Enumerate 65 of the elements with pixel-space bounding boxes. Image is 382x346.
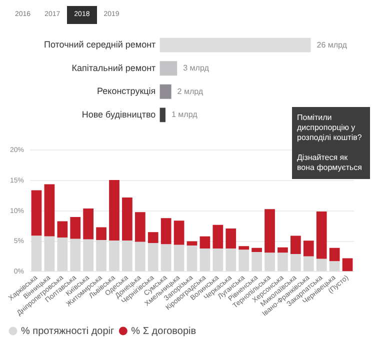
y-tick-label: Нове будівництво bbox=[82, 109, 156, 120]
bar bbox=[160, 61, 178, 76]
bar bbox=[57, 238, 68, 272]
bar bbox=[238, 246, 250, 250]
bar bbox=[83, 239, 94, 272]
bar bbox=[160, 84, 172, 99]
bar bbox=[31, 190, 42, 236]
bar bbox=[212, 248, 224, 272]
bar bbox=[316, 212, 327, 259]
bar bbox=[174, 220, 184, 245]
bar bbox=[238, 250, 250, 272]
bar bbox=[264, 252, 275, 272]
bar bbox=[57, 221, 68, 238]
bar bbox=[148, 232, 158, 244]
bar bbox=[212, 224, 224, 249]
y-tick-label: Поточний середній ремонт bbox=[44, 40, 156, 50]
bar bbox=[160, 244, 172, 272]
text: Помітили диспропорцію у розподілі коштів? bbox=[297, 113, 363, 143]
bar bbox=[200, 248, 210, 272]
bar bbox=[329, 261, 340, 272]
bar bbox=[278, 252, 288, 272]
bar bbox=[96, 227, 106, 240]
bar bbox=[226, 228, 236, 249]
legend-label: % протяжності доріг bbox=[21, 326, 115, 337]
bar bbox=[122, 198, 132, 241]
bar bbox=[278, 247, 288, 253]
bar bbox=[200, 236, 210, 249]
bar bbox=[303, 240, 314, 256]
bar bbox=[303, 256, 314, 272]
bar bbox=[226, 248, 236, 272]
bar bbox=[290, 236, 301, 254]
bar bbox=[134, 242, 146, 272]
data-label: 1 млрд bbox=[171, 110, 198, 120]
bar bbox=[174, 244, 184, 272]
y-tick-label: Капітальний ремонт bbox=[72, 62, 156, 73]
data-label: 3 млрд bbox=[183, 64, 210, 73]
bar bbox=[109, 180, 120, 241]
bar bbox=[186, 246, 198, 272]
bar bbox=[160, 108, 166, 122]
bar bbox=[70, 238, 81, 272]
bar bbox=[122, 240, 132, 272]
legend-label: % Σ договорів bbox=[131, 326, 196, 337]
bar bbox=[148, 243, 158, 272]
bar bbox=[252, 252, 262, 272]
data-label: 2 млрд bbox=[177, 86, 204, 96]
bar bbox=[329, 248, 340, 262]
bar bbox=[70, 216, 81, 239]
bar bbox=[109, 240, 120, 272]
bar bbox=[44, 184, 55, 236]
bar bbox=[186, 241, 198, 246]
bar bbox=[160, 38, 311, 52]
bar bbox=[96, 240, 106, 272]
bar bbox=[31, 236, 42, 272]
bar bbox=[44, 236, 55, 272]
bar bbox=[342, 258, 353, 272]
y-tick-label: Реконструкція bbox=[97, 86, 156, 96]
bar bbox=[316, 258, 327, 272]
bar bbox=[290, 254, 301, 272]
data-label: 26 млрд bbox=[316, 40, 348, 50]
bar bbox=[264, 209, 275, 253]
bar bbox=[252, 248, 262, 252]
bar bbox=[134, 212, 146, 242]
bar bbox=[83, 208, 94, 240]
bar bbox=[160, 218, 172, 244]
annotation: Дізнайтеся як вона формується bbox=[297, 153, 364, 173]
